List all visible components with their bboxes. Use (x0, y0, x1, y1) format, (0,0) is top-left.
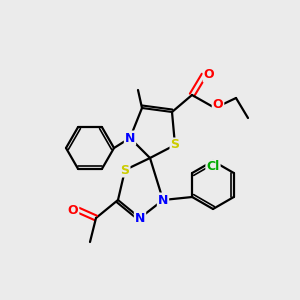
Text: S: S (121, 164, 130, 176)
Text: Cl: Cl (206, 160, 220, 173)
Text: N: N (158, 194, 168, 206)
Text: O: O (204, 68, 214, 82)
Text: N: N (125, 131, 135, 145)
Text: S: S (170, 139, 179, 152)
Text: N: N (135, 212, 145, 224)
Text: O: O (213, 98, 223, 110)
Text: O: O (68, 203, 78, 217)
